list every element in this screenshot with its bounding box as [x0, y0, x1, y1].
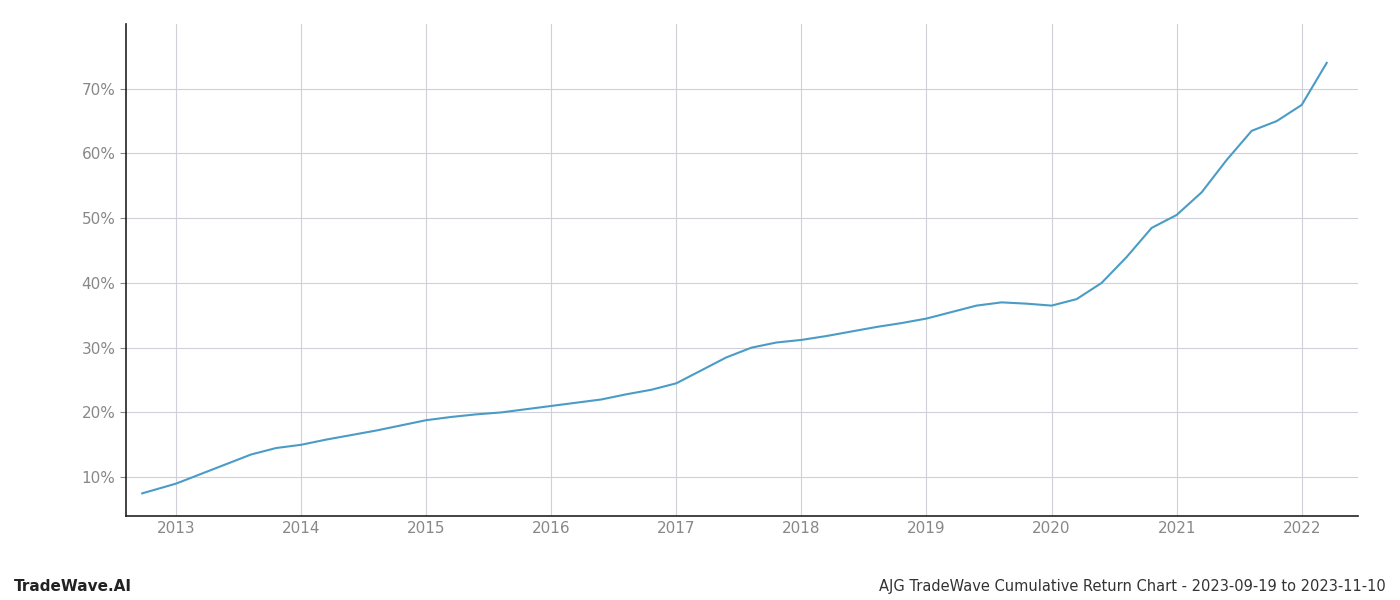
Text: TradeWave.AI: TradeWave.AI — [14, 579, 132, 594]
Text: AJG TradeWave Cumulative Return Chart - 2023-09-19 to 2023-11-10: AJG TradeWave Cumulative Return Chart - … — [879, 579, 1386, 594]
